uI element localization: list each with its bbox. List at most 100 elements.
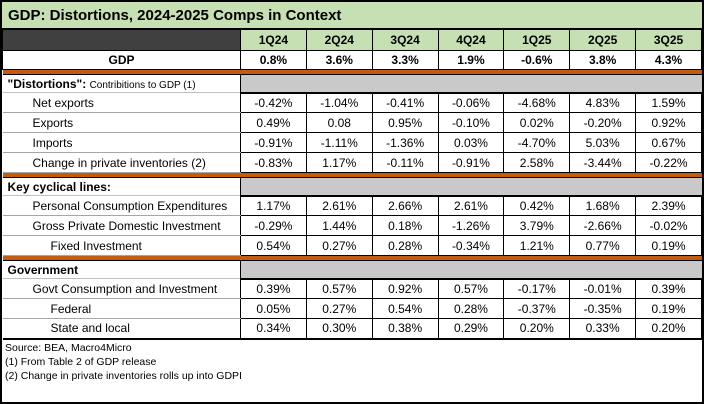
cell: 0.92%: [635, 112, 702, 133]
cell: -0.83%: [240, 152, 307, 173]
cell: 0.28%: [437, 298, 505, 319]
row-label-gdp: GDP: [2, 50, 241, 70]
cell: -0.10%: [437, 112, 505, 133]
cell: 0.77%: [569, 235, 637, 256]
cell: -0.01%: [569, 278, 637, 299]
cell: 2.58%: [503, 152, 571, 173]
row-label: State and local: [2, 318, 241, 340]
table-row-gpdi: Gross Private Domestic Investment -0.29%…: [2, 215, 702, 236]
cell: 0.05%: [240, 298, 307, 319]
gray-block: [240, 177, 702, 197]
cell: 4.83%: [569, 92, 637, 113]
cell: -0.17%: [503, 278, 571, 299]
section-header-key-cyclical-lines: Key cyclical lines:: [2, 177, 702, 197]
cell: -0.02%: [635, 215, 702, 236]
row-label: Personal Consumption Expenditures: [2, 195, 241, 216]
cell: -0.37%: [503, 298, 571, 319]
section-note: Contribitions to GDP (1): [89, 79, 196, 91]
cell: -1.11%: [305, 132, 373, 153]
cell: 0.18%: [371, 215, 439, 236]
table-row-exports: Exports 0.49% 0.08 0.95% -0.10% 0.02% -0…: [2, 112, 702, 133]
orange-divider-bar: [2, 69, 702, 75]
cell: 0.03%: [437, 132, 505, 153]
table-row-fixed-investment: Fixed Investment 0.54% 0.27% 0.28% -0.34…: [2, 235, 702, 256]
orange-divider: [2, 172, 702, 178]
cell: 2.61%: [305, 195, 373, 216]
gdp-row: GDP 0.8% 3.6% 3.3% 1.9% -0.6% 3.8% 4.3%: [2, 50, 702, 70]
row-label: Change in private inventories (2): [2, 152, 241, 173]
cell: -0.91%: [437, 152, 505, 173]
cell: -0.11%: [371, 152, 439, 173]
orange-divider: [2, 255, 702, 261]
cell: -0.34%: [437, 235, 505, 256]
cell: -3.44%: [569, 152, 637, 173]
column-header-2q24: 2Q24: [305, 29, 373, 51]
cell: -0.35%: [569, 298, 637, 319]
cell: -2.66%: [569, 215, 637, 236]
cell: 0.33%: [569, 318, 637, 340]
gdp-cell: 1.9%: [437, 50, 505, 70]
gdp-cell: -0.6%: [503, 50, 571, 70]
section-heading: Government: [7, 262, 79, 277]
cell: 0.57%: [437, 278, 505, 299]
cell: -4.68%: [503, 92, 571, 113]
table-row-govt-consumption-and-investment: Govt Consumption and Investment 0.39% 0.…: [2, 278, 702, 299]
cell: 0.67%: [635, 132, 702, 153]
row-label: Fixed Investment: [2, 235, 241, 256]
cell: -4.70%: [503, 132, 571, 153]
column-header-1q25: 1Q25: [503, 29, 571, 51]
cell: -0.06%: [437, 92, 505, 113]
section-label-distortions: "Distortions": Contribitions to GDP (1): [2, 74, 241, 93]
orange-divider-bar: [2, 172, 702, 178]
cell: 0.08: [305, 112, 373, 133]
orange-divider: [2, 69, 702, 75]
cell: 0.38%: [371, 318, 439, 340]
cell: -0.29%: [240, 215, 307, 236]
cell: 2.66%: [371, 195, 439, 216]
cell: -0.20%: [569, 112, 637, 133]
section-heading: "Distortions":: [7, 76, 87, 91]
cell: 0.19%: [635, 235, 702, 256]
quarter-header-row: 1Q24 2Q24 3Q24 4Q24 1Q25 2Q25 3Q25: [2, 29, 702, 51]
cell: 1.44%: [305, 215, 373, 236]
cell: 1.17%: [305, 152, 373, 173]
cell: 0.19%: [635, 298, 702, 319]
footnote-source: Source: BEA, Macro4Micro: [5, 341, 132, 354]
column-header-4q24: 4Q24: [437, 29, 505, 51]
table-row-state-and-local: State and local 0.34% 0.30% 0.38% 0.29% …: [2, 318, 702, 340]
cell: 0.28%: [371, 235, 439, 256]
row-label: Imports: [2, 132, 241, 153]
cell: -1.04%: [305, 92, 373, 113]
row-label: Federal: [2, 298, 241, 319]
row-label: Gross Private Domestic Investment: [2, 215, 241, 236]
cell: 0.27%: [305, 298, 373, 319]
corner-cell: [2, 29, 241, 51]
row-label: Govt Consumption and Investment: [2, 278, 241, 299]
gdp-cell: 0.8%: [240, 50, 307, 70]
gdp-cell: 3.3%: [371, 50, 439, 70]
section-header-distortions: "Distortions": Contribitions to GDP (1): [2, 74, 702, 94]
orange-divider-bar: [2, 255, 702, 261]
cell: -0.91%: [240, 132, 307, 153]
cell: 0.30%: [305, 318, 373, 340]
cell: 0.20%: [635, 318, 702, 340]
cell: 0.95%: [371, 112, 439, 133]
footnote-1: (1) From Table 2 of GDP release: [5, 355, 157, 368]
column-header-1q24: 1Q24: [240, 29, 307, 51]
footnotes: Source: BEA, Macro4Micro (1) From Table …: [2, 340, 702, 383]
cell: 0.02%: [503, 112, 571, 133]
section-label-government: Government: [2, 260, 241, 279]
table-row-net-exports: Net exports -0.42% -1.04% -0.41% -0.06% …: [2, 92, 702, 113]
section-header-government: Government: [2, 260, 702, 280]
cell: 0.49%: [240, 112, 307, 133]
cell: 2.61%: [437, 195, 505, 216]
gdp-cell: 3.8%: [569, 50, 637, 70]
gray-block: [240, 74, 702, 94]
cell: 0.20%: [503, 318, 571, 340]
exhibit-title: GDP: Distortions, 2024-2025 Comps in Con…: [2, 2, 702, 29]
cell: 0.92%: [371, 278, 439, 299]
section-label-key-cyclical-lines: Key cyclical lines:: [2, 177, 241, 196]
footnote-2: (2) Change in private inventories rolls …: [5, 369, 242, 382]
cell: 5.03%: [569, 132, 637, 153]
